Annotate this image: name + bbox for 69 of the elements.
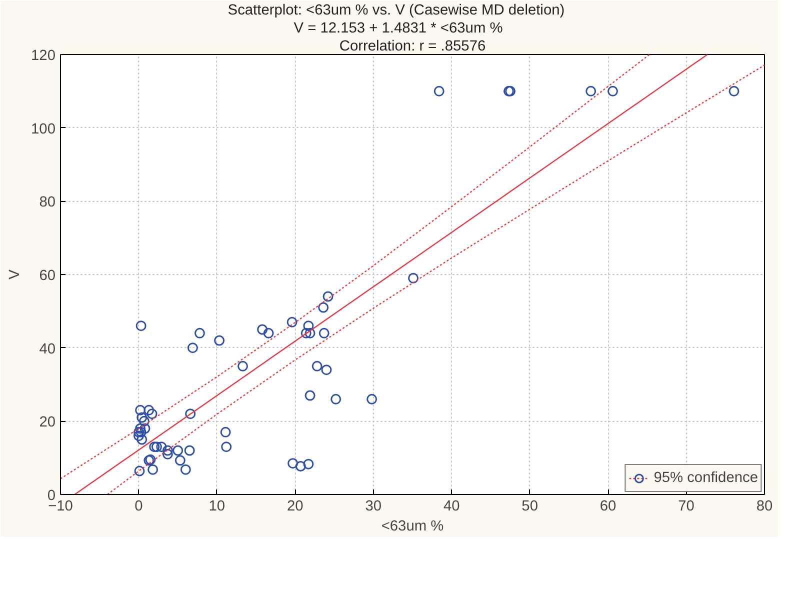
point [133, 430, 144, 442]
point [134, 466, 145, 476]
point [728, 86, 740, 96]
y-tick-label: 80 [39, 194, 56, 211]
point [135, 423, 146, 434]
point [220, 426, 231, 438]
point [194, 328, 205, 338]
point [146, 408, 158, 420]
point [408, 272, 419, 284]
point [162, 445, 173, 456]
point [221, 442, 232, 452]
x-tick-label: 50 [522, 498, 538, 514]
point [263, 328, 274, 338]
legend-label: 95% confidence [654, 470, 758, 486]
point [300, 328, 312, 338]
point [162, 448, 173, 460]
point [187, 342, 198, 354]
point [156, 442, 167, 452]
point [303, 320, 314, 332]
point [185, 408, 196, 420]
y-tick-label: 40 [39, 341, 56, 358]
point [586, 86, 596, 96]
point [304, 328, 316, 338]
x-tick-label: 70 [678, 498, 694, 514]
point [136, 412, 148, 423]
point [135, 404, 146, 416]
point [138, 416, 150, 426]
point [172, 445, 184, 456]
point [286, 316, 298, 328]
point [318, 302, 329, 313]
x-tick-label: 0 [134, 498, 143, 514]
y-tick-label: 20 [39, 414, 56, 431]
point [366, 394, 378, 404]
x-tick-label: 60 [600, 498, 616, 514]
point [184, 445, 195, 456]
point [322, 291, 334, 302]
x-axis-title: <63um % [381, 518, 444, 534]
point [434, 86, 444, 96]
y-tick-label: 120 [31, 48, 56, 64]
point [318, 328, 330, 338]
chart-subtitle: V = 12.153 + 1.4831 * <63um % [294, 20, 503, 36]
point [295, 461, 306, 472]
point [174, 455, 186, 466]
point [330, 394, 342, 404]
x-tick-label: 20 [287, 498, 304, 514]
point [608, 86, 618, 96]
x-tick-label: 30 [365, 498, 382, 514]
point [144, 404, 154, 416]
point [140, 423, 150, 434]
point [148, 464, 158, 475]
x-tick-label: 80 [756, 498, 773, 514]
point [288, 458, 298, 469]
point [136, 320, 146, 332]
chart-title: Scatterplot: <63um % vs. V (Casewise MD deletion) [228, 2, 565, 18]
point [303, 458, 314, 470]
annotation: Correlation: r = .85576 [339, 38, 486, 54]
point [214, 335, 225, 346]
point [257, 324, 268, 335]
point [136, 434, 148, 445]
point [321, 364, 332, 376]
point [304, 390, 316, 401]
x-tick-label: 40 [443, 498, 460, 514]
point [312, 360, 322, 372]
point [180, 464, 191, 475]
y-axis-title: V [7, 269, 24, 280]
y-tick-label: 100 [31, 121, 56, 138]
y-tick-label: 60 [39, 268, 56, 284]
point [238, 360, 248, 372]
x-tick-label: 10 [208, 498, 226, 514]
